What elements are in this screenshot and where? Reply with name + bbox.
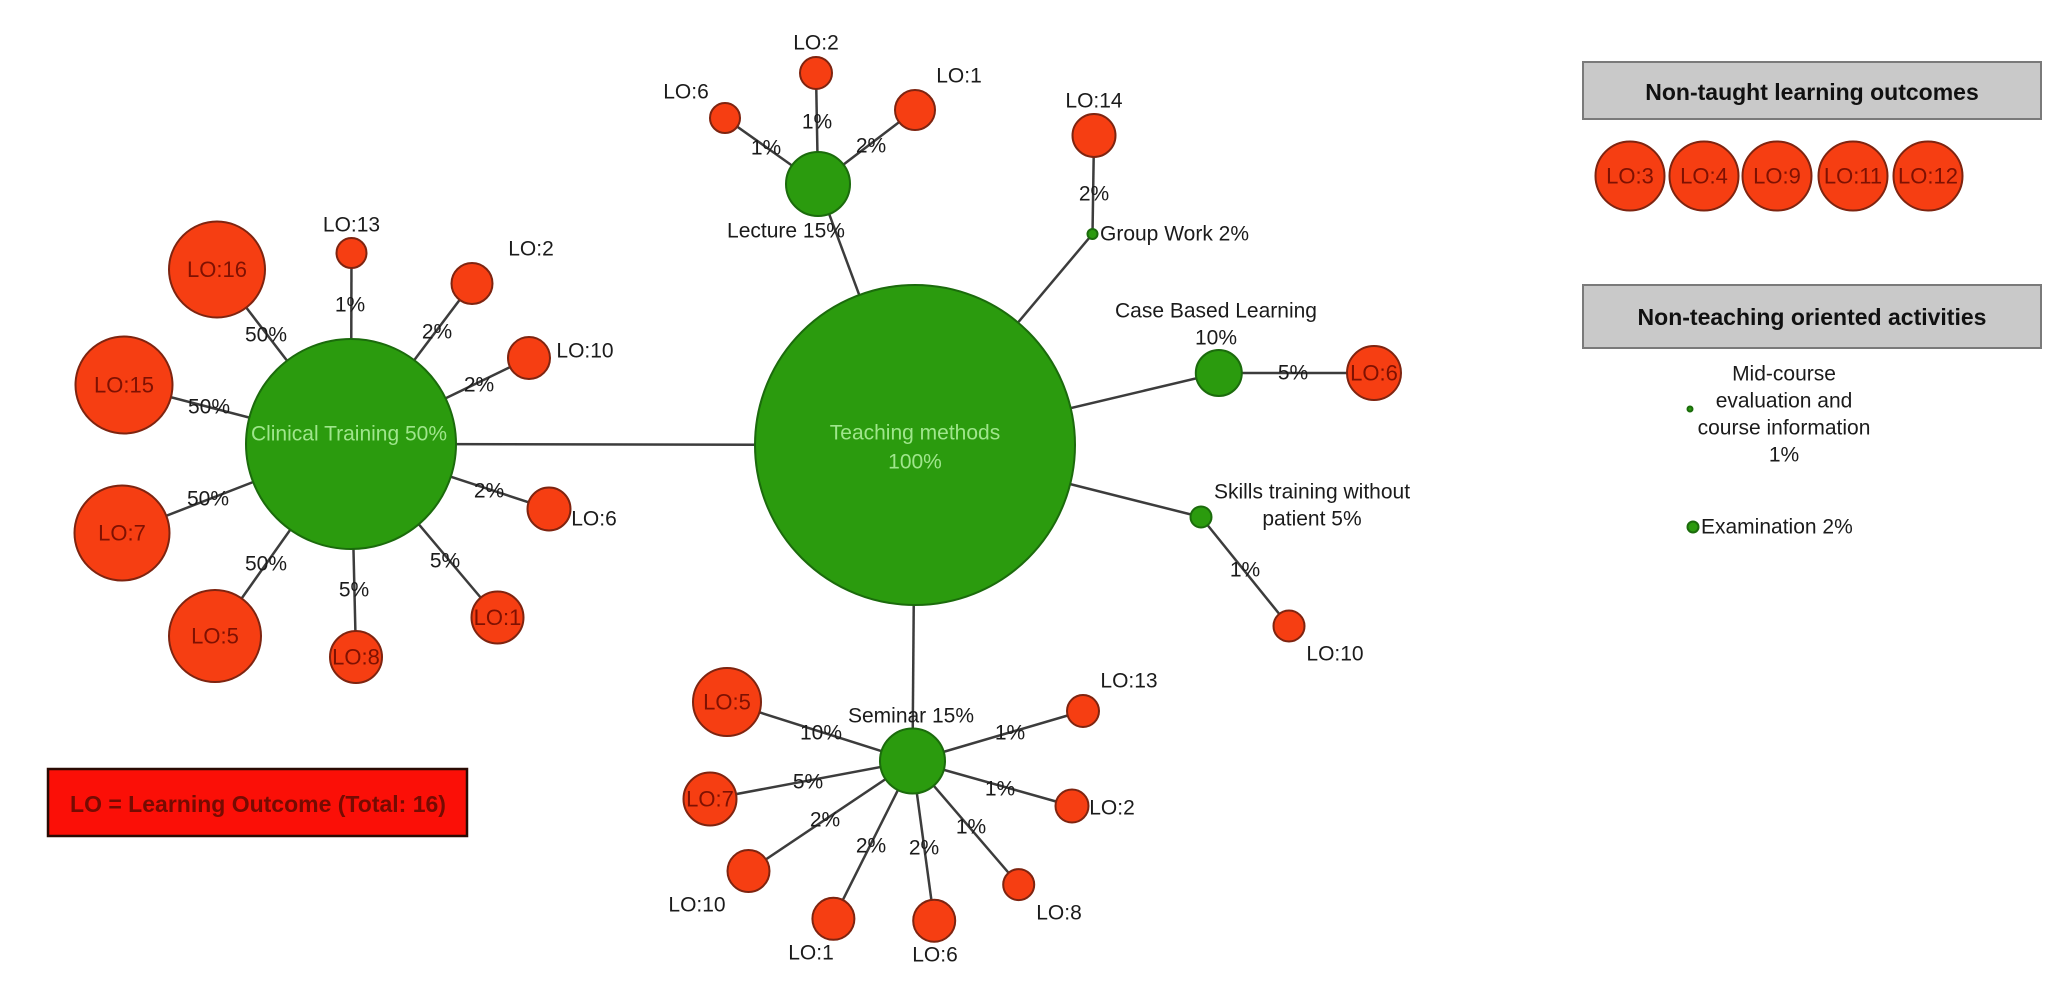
svg-text:1%: 1% <box>802 111 832 134</box>
svg-text:Teaching methods: Teaching methods <box>830 422 1000 445</box>
svg-text:Seminar 15%: Seminar 15% <box>848 705 974 728</box>
svg-text:100%: 100% <box>888 451 942 474</box>
svg-text:LO:6: LO:6 <box>663 81 709 104</box>
svg-text:LO:13: LO:13 <box>1100 670 1157 693</box>
svg-text:LO:2: LO:2 <box>508 238 554 261</box>
svg-text:LO:6: LO:6 <box>912 944 958 967</box>
svg-text:LO:10: LO:10 <box>1306 643 1363 666</box>
svg-text:50%: 50% <box>188 396 230 419</box>
svg-text:LO:6: LO:6 <box>571 508 617 531</box>
svg-text:Lecture 15%: Lecture 15% <box>727 220 845 243</box>
svg-text:LO:10: LO:10 <box>668 894 725 917</box>
svg-text:10%: 10% <box>800 722 842 745</box>
svg-text:1%: 1% <box>995 722 1025 745</box>
svg-text:10%: 10% <box>1195 327 1237 350</box>
svg-text:LO:9: LO:9 <box>1753 164 1801 189</box>
svg-text:Group Work 2%: Group Work 2% <box>1100 223 1249 246</box>
svg-text:LO:5: LO:5 <box>703 690 751 715</box>
svg-text:Clinical Training 50%: Clinical Training 50% <box>251 423 447 446</box>
svg-text:LO:5: LO:5 <box>191 624 239 649</box>
svg-text:2%: 2% <box>464 374 494 397</box>
svg-text:5%: 5% <box>430 550 460 573</box>
svg-text:LO:10: LO:10 <box>556 340 613 363</box>
svg-text:50%: 50% <box>245 324 287 347</box>
svg-text:1%: 1% <box>985 778 1015 801</box>
svg-text:LO:3: LO:3 <box>1606 164 1654 189</box>
svg-text:LO:2: LO:2 <box>793 32 839 55</box>
svg-text:LO:2: LO:2 <box>1089 797 1135 820</box>
svg-text:LO:1: LO:1 <box>788 942 834 965</box>
svg-text:Case Based Learning: Case Based Learning <box>1115 300 1317 323</box>
svg-text:1%: 1% <box>751 137 781 160</box>
svg-text:Non-taught learning outcomes: Non-taught learning outcomes <box>1645 79 1979 105</box>
svg-text:2%: 2% <box>474 480 504 503</box>
svg-text:course information: course information <box>1698 417 1871 440</box>
svg-text:LO:8: LO:8 <box>1036 902 1082 925</box>
svg-text:LO:1: LO:1 <box>474 605 522 630</box>
svg-text:Non-teaching oriented activiti: Non-teaching oriented activities <box>1638 304 1987 330</box>
svg-text:LO:6: LO:6 <box>1350 361 1398 386</box>
svg-text:50%: 50% <box>187 488 229 511</box>
svg-text:2%: 2% <box>856 135 886 158</box>
svg-text:LO:4: LO:4 <box>1680 164 1728 189</box>
svg-text:LO:7: LO:7 <box>98 521 146 546</box>
svg-text:LO:8: LO:8 <box>332 645 380 670</box>
svg-text:evaluation and: evaluation and <box>1716 390 1853 413</box>
svg-text:LO:15: LO:15 <box>94 373 154 398</box>
svg-text:1%: 1% <box>335 294 365 317</box>
svg-text:2%: 2% <box>422 321 452 344</box>
svg-text:2%: 2% <box>909 837 939 860</box>
svg-text:Skills training without: Skills training without <box>1214 481 1410 504</box>
svg-text:1%: 1% <box>1230 559 1260 582</box>
svg-text:1%: 1% <box>956 816 986 839</box>
svg-text:LO:12: LO:12 <box>1898 164 1958 189</box>
svg-text:LO:1: LO:1 <box>936 65 982 88</box>
svg-text:2%: 2% <box>810 809 840 832</box>
svg-text:LO:14: LO:14 <box>1065 90 1123 113</box>
svg-text:5%: 5% <box>1278 362 1308 385</box>
svg-text:Examination 2%: Examination 2% <box>1701 516 1853 539</box>
svg-text:5%: 5% <box>793 771 823 794</box>
svg-text:patient 5%: patient 5% <box>1262 508 1361 531</box>
svg-text:Mid-course: Mid-course <box>1732 363 1836 386</box>
svg-text:1%: 1% <box>1769 444 1799 467</box>
svg-text:LO:11: LO:11 <box>1824 164 1882 189</box>
svg-text:5%: 5% <box>339 579 369 602</box>
svg-text:LO:7: LO:7 <box>686 787 734 812</box>
svg-text:2%: 2% <box>856 835 886 858</box>
svg-text:LO:13: LO:13 <box>323 214 380 237</box>
svg-text:LO = Learning Outcome (Total:: LO = Learning Outcome (Total: 16) <box>70 791 446 817</box>
svg-text:LO:16: LO:16 <box>187 257 247 282</box>
svg-text:2%: 2% <box>1079 183 1109 206</box>
svg-text:50%: 50% <box>245 553 287 576</box>
